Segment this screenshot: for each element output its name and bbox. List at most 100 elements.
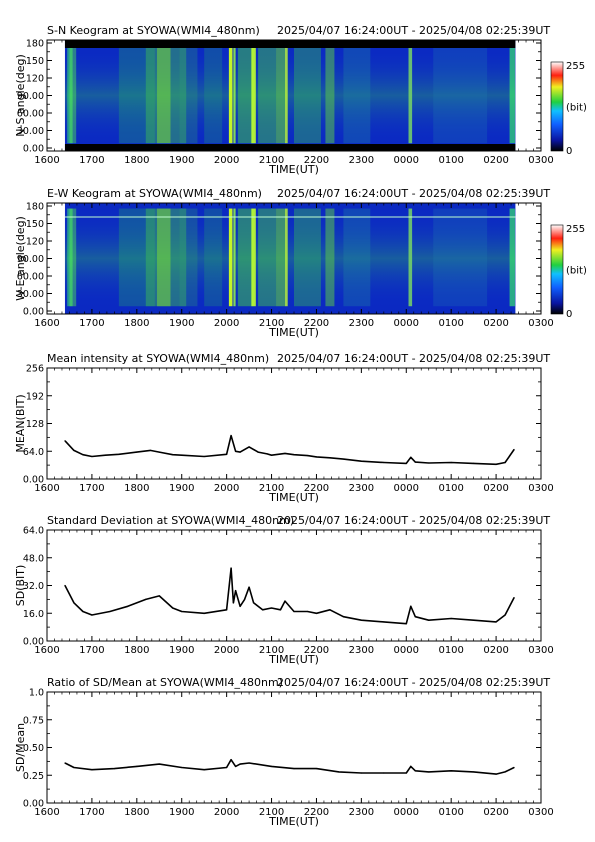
x-tick-label: 0000 — [394, 483, 419, 494]
data-point-11 — [226, 609, 228, 611]
keogram-band-8 — [233, 45, 236, 144]
y-tick-label: 0.00 — [23, 307, 44, 318]
data-point-6 — [136, 451, 138, 453]
data-point-32 — [450, 461, 452, 464]
keogram-band-17 — [408, 208, 413, 307]
y-tick-label: 180 — [26, 39, 44, 50]
panel-3: Mean intensity at SYOWA(WMI4_480nm) 2025/… — [14, 352, 554, 504]
data-point-26 — [504, 771, 506, 773]
data-point-22 — [428, 771, 430, 773]
x-tick-label: 2100 — [259, 807, 284, 818]
panel-5: Ratio of SD/Mean at SYOWA(WMI4_480nm)202… — [14, 676, 554, 828]
data-point-8 — [172, 607, 174, 609]
data-point-5 — [118, 453, 120, 455]
data-point-8 — [226, 766, 228, 769]
x-tick-label: 2300 — [349, 318, 374, 329]
data-point-37 — [504, 614, 506, 616]
x-tick-label: 1600 — [34, 155, 59, 166]
y-tick-label: 120 — [26, 237, 44, 248]
data-point-27 — [513, 766, 515, 769]
data-point-1 — [73, 449, 75, 451]
x-tick-label: 2300 — [349, 155, 374, 166]
x-tick-label: 1700 — [79, 807, 104, 818]
data-point-18 — [266, 453, 268, 455]
data-point-34 — [450, 617, 452, 620]
y-tick-label: 16.0 — [23, 609, 44, 620]
x-tick-label: 2200 — [304, 318, 329, 329]
x-tick-label: 2200 — [304, 483, 329, 494]
keogram-band-0 — [67, 208, 73, 307]
colorbar — [550, 224, 564, 315]
data-point-21 — [293, 454, 295, 456]
keogram-band-18 — [433, 208, 488, 307]
keogram-band-5 — [179, 45, 198, 144]
data-point-3 — [113, 767, 115, 770]
data-point-20 — [270, 607, 273, 609]
y-tick-label: 0.25 — [23, 771, 44, 782]
x-tick-label: 0300 — [528, 318, 553, 329]
data-point-14 — [235, 450, 237, 452]
data-point-35 — [473, 619, 475, 621]
keogram-band-1 — [69, 208, 77, 307]
keogram-band-14 — [294, 208, 321, 307]
x-tick-label: 2100 — [259, 645, 284, 656]
data-point-4 — [104, 454, 106, 456]
colorbar-unit-label: (bit) — [566, 266, 587, 277]
x-tick-label: 0000 — [394, 318, 419, 329]
data-point-4 — [136, 765, 138, 767]
y-tick-label: 0.00 — [23, 144, 44, 155]
data-point-21 — [414, 770, 416, 772]
data-point-34 — [495, 463, 497, 465]
panel-4: Standard Deviation at SYOWA(WMI4_480nm)2… — [14, 514, 554, 666]
x-tick-label: 0100 — [438, 318, 463, 329]
y-tick-label: 64.0 — [23, 447, 44, 458]
x-tick-label: 0200 — [483, 155, 508, 166]
y-tick-label: 192 — [26, 391, 44, 402]
data-point-4 — [109, 610, 111, 613]
data-point-20 — [284, 452, 286, 455]
data-point-27 — [383, 461, 385, 464]
data-point-0 — [64, 440, 66, 442]
data-point-9 — [230, 759, 232, 761]
data-point-23 — [293, 610, 295, 613]
y-tick-label: 120 — [26, 74, 44, 85]
data-point-2 — [82, 610, 84, 613]
x-tick-label: 0000 — [394, 155, 419, 166]
data-point-2 — [82, 454, 84, 456]
x-tick-label: 1900 — [169, 155, 194, 166]
data-point-3 — [91, 455, 93, 458]
x-tick-label: 1800 — [124, 483, 149, 494]
series-line — [64, 758, 515, 775]
y-tick-label: 32.0 — [23, 581, 44, 592]
data-point-14 — [235, 590, 237, 592]
keogram-band-9 — [237, 208, 254, 307]
x-tick-label: 0300 — [528, 807, 553, 818]
plot-frame — [46, 691, 542, 804]
colorbar-max-label: 255 — [566, 224, 585, 235]
colorbar-min-label: 0 — [566, 309, 572, 320]
data-point-1 — [73, 766, 75, 769]
x-tick-label: 1900 — [169, 483, 194, 494]
x-tick-label: 2300 — [349, 483, 374, 494]
data-point-38 — [513, 597, 515, 599]
data-point-23 — [450, 770, 452, 772]
x-tick-label: 2100 — [259, 483, 284, 494]
data-point-25 — [315, 612, 318, 614]
x-tick-label: 2000 — [214, 645, 239, 656]
data-point-13 — [270, 765, 273, 767]
x-axis-label: TIME(UT) — [268, 326, 319, 339]
data-point-13 — [230, 435, 232, 437]
x-tick-label: 1700 — [79, 155, 104, 166]
x-tick-label: 2100 — [259, 155, 284, 166]
keogram-bottom-mask — [64, 144, 516, 151]
y-tick-label: 0.75 — [23, 715, 44, 726]
x-tick-label: 1600 — [34, 483, 59, 494]
data-point-5 — [127, 605, 129, 607]
data-point-9 — [181, 610, 183, 613]
keogram-band-8 — [233, 208, 236, 307]
data-point-10 — [235, 765, 237, 767]
panel-time-range: 2025/04/07 16:24:00UT - 2025/04/08 02:25… — [277, 352, 550, 365]
panel-1: S-N Keogram at SYOWA(WMI4_480nm) 2025/04/… — [14, 24, 587, 176]
y-tick-label: 30.00 — [17, 126, 44, 137]
data-point-2 — [91, 769, 93, 771]
